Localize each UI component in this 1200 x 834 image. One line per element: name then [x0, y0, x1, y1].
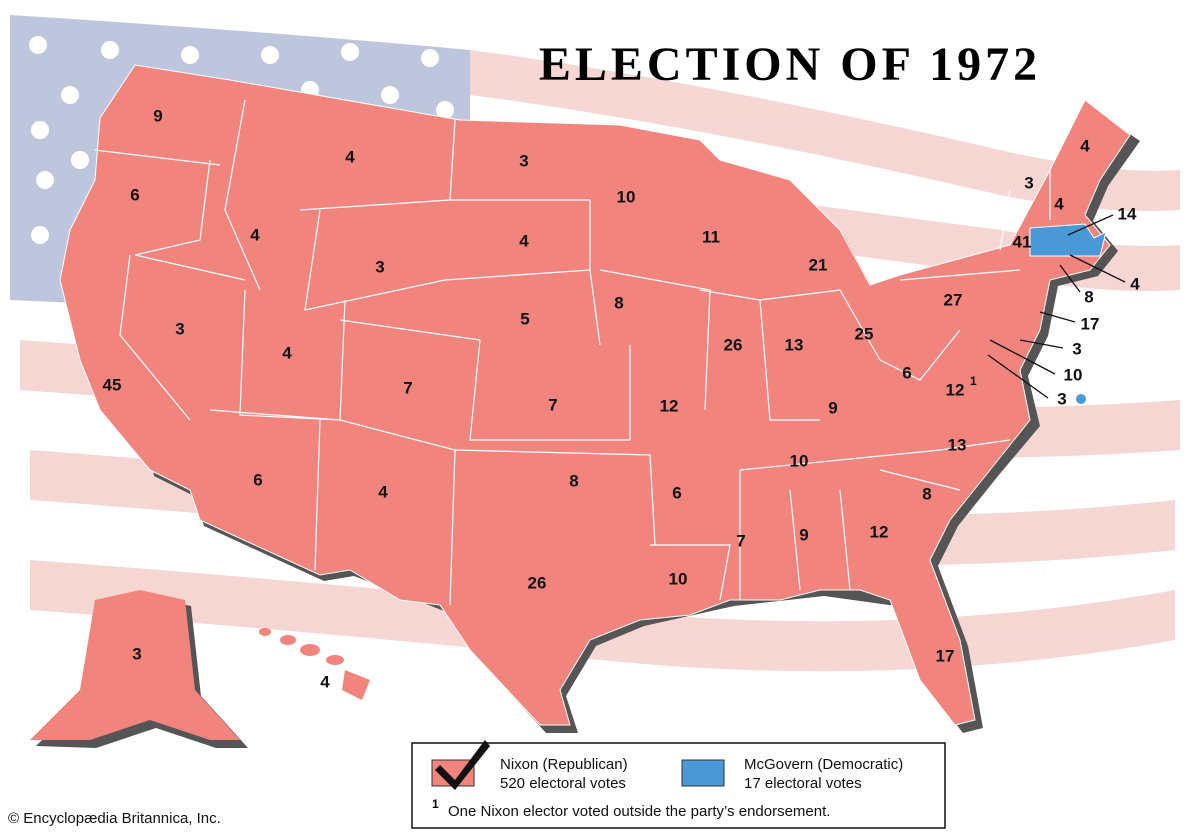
state-votes: 4: [282, 343, 292, 362]
state-votes: 10: [790, 451, 809, 470]
state-votes: 4: [1080, 136, 1090, 155]
state-votes: 7: [403, 378, 412, 397]
state-votes: 6: [130, 185, 139, 204]
state-votes: 4: [1054, 194, 1064, 213]
state-votes: 3: [175, 319, 184, 338]
state-votes: 9: [153, 106, 162, 125]
hawaii: [259, 628, 370, 700]
credit: © Encyclopædia Britannica, Inc.: [8, 810, 221, 827]
leader-lines: [987, 214, 1126, 399]
alaska: [30, 590, 240, 740]
state-votes: 13: [948, 435, 967, 454]
state-votes: 3: [132, 644, 141, 663]
state-votes: 26: [724, 335, 743, 354]
state-votes: 3: [519, 151, 528, 170]
state-votes: 10: [1064, 365, 1083, 384]
state-votes: 10: [617, 187, 636, 206]
state-votes: 17: [1081, 314, 1100, 333]
state-votes: 5: [520, 309, 529, 328]
state-borders: [94, 99, 1085, 606]
state-votes: 9: [799, 525, 808, 544]
dc-marker: [1076, 394, 1086, 404]
state-votes: 12: [946, 380, 965, 399]
state-votes: 25: [855, 324, 874, 343]
state-votes: 7: [548, 395, 557, 414]
state-votes: 8: [1084, 287, 1093, 306]
state-votes: 4: [320, 672, 330, 691]
legend-swatch: [681, 759, 725, 787]
footnote-text: One Nixon elector voted outside the part…: [448, 803, 830, 820]
legend: Nixon (Republican) 520 electoral votes M…: [411, 740, 946, 829]
state-votes: 8: [569, 471, 578, 490]
state-votes: 8: [922, 484, 931, 503]
state-labels: 9 6 45 3 4 4 3 4 7 6 4 3 4 5 7 8 26 10 8…: [103, 106, 1141, 691]
state-votes: 3: [1024, 173, 1033, 192]
state-votes: 11: [702, 227, 720, 246]
state-votes: 6: [253, 470, 262, 489]
state-votes: 21: [809, 255, 828, 274]
legend-name: McGovern (Democratic): [744, 756, 903, 773]
state-votes: 17: [936, 646, 955, 665]
footnote-marker: 1: [432, 797, 439, 811]
state-votes: 3: [1072, 339, 1081, 358]
checkmark: [435, 740, 490, 790]
state-votes: 7: [736, 531, 745, 550]
state-votes: 13: [785, 335, 804, 354]
state-votes: 6: [672, 483, 681, 502]
title: ELECTION OF 1972: [539, 38, 1041, 91]
state-votes: 12: [870, 522, 889, 541]
state-votes: 41: [1013, 232, 1032, 251]
state-votes: 27: [944, 290, 963, 309]
state-votes: 3: [375, 257, 384, 276]
mcgovern-state: [1029, 223, 1107, 257]
state-votes: 3: [1057, 389, 1066, 408]
nixon-states: [59, 64, 1131, 726]
state-votes: 26: [528, 573, 547, 592]
state-votes: 4: [519, 231, 529, 250]
state-votes: 4: [345, 147, 355, 166]
state-votes: 12: [660, 396, 679, 415]
legend-detail: 520 electoral votes: [500, 775, 626, 792]
state-votes: 14: [1118, 204, 1137, 223]
legend-detail: 17 electoral votes: [744, 775, 862, 792]
state-votes: 6: [902, 363, 911, 382]
state-votes: 4: [1130, 274, 1140, 293]
state-votes: 9: [828, 398, 837, 417]
legend-name: Nixon (Republican): [500, 756, 628, 773]
state-votes: 45: [103, 375, 122, 394]
state-votes: 10: [669, 569, 688, 588]
footnote-marker: 1: [970, 374, 977, 388]
state-votes: 4: [250, 225, 260, 244]
state-votes: 8: [614, 293, 623, 312]
state-votes: 4: [378, 482, 388, 501]
